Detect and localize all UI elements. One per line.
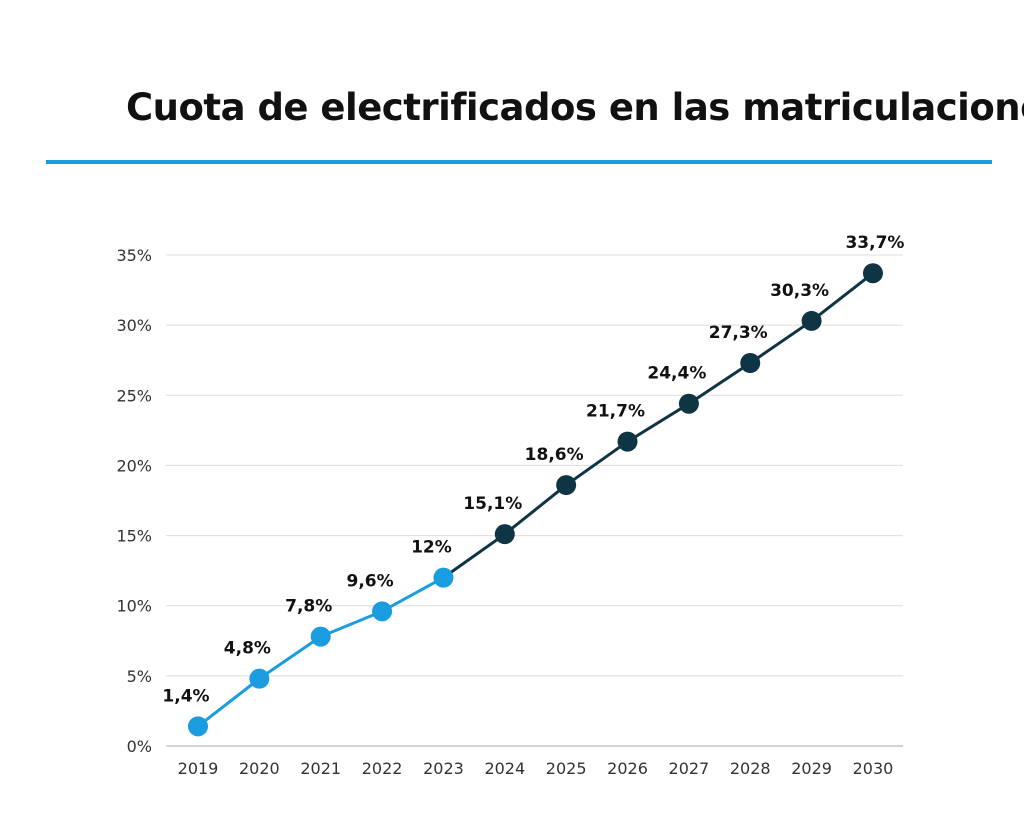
data-point bbox=[740, 353, 761, 374]
data-point bbox=[801, 310, 822, 331]
x-tick-label: 2028 bbox=[730, 759, 771, 778]
data-label: 15,1% bbox=[463, 494, 522, 514]
series-segment bbox=[503, 483, 568, 536]
data-point bbox=[494, 524, 515, 545]
data-point bbox=[188, 716, 208, 737]
data-label: 12% bbox=[411, 538, 452, 558]
y-tick-label: 15% bbox=[116, 527, 152, 546]
data-label: 7,8% bbox=[285, 597, 332, 617]
data-label: 9,6% bbox=[347, 571, 394, 591]
x-tick-label: 2023 bbox=[423, 759, 464, 778]
x-tick-label: 2026 bbox=[607, 759, 648, 778]
series-segment bbox=[749, 319, 813, 365]
series-segment bbox=[197, 677, 261, 728]
series-segment bbox=[320, 609, 383, 638]
data-label: 18,6% bbox=[525, 445, 584, 465]
title-divider bbox=[46, 160, 992, 164]
data-label: 4,8% bbox=[224, 639, 271, 659]
x-tick-label: 2021 bbox=[300, 759, 341, 778]
data-point bbox=[678, 393, 699, 414]
x-tick-label: 2029 bbox=[791, 759, 832, 778]
series-segment bbox=[258, 635, 322, 680]
data-label: 27,3% bbox=[709, 323, 768, 343]
x-tick-label: 2027 bbox=[669, 759, 710, 778]
data-point bbox=[617, 431, 638, 452]
chart-title: Cuota de electrificados en las matricula… bbox=[126, 86, 1024, 129]
series-segment bbox=[626, 402, 690, 443]
series-segment bbox=[565, 440, 629, 487]
data-point bbox=[433, 567, 454, 588]
y-tick-label: 30% bbox=[116, 316, 152, 335]
y-tick-label: 25% bbox=[116, 386, 152, 405]
series-segment bbox=[381, 576, 445, 613]
series-segment bbox=[810, 272, 874, 323]
data-point bbox=[862, 263, 883, 284]
y-tick-label: 20% bbox=[116, 456, 152, 475]
x-tick-label: 2024 bbox=[484, 759, 525, 778]
data-label: 33,7% bbox=[845, 233, 904, 253]
y-tick-label: 10% bbox=[116, 597, 152, 616]
data-label: 24,4% bbox=[647, 364, 706, 384]
data-label: 30,3% bbox=[770, 281, 829, 301]
x-tick-label: 2025 bbox=[546, 759, 587, 778]
data-point bbox=[556, 475, 577, 496]
x-tick-label: 2020 bbox=[239, 759, 280, 778]
series-segment bbox=[442, 532, 506, 579]
data-label: 1,4% bbox=[162, 686, 209, 706]
data-label: 21,7% bbox=[586, 402, 645, 422]
y-tick-label: 0% bbox=[127, 737, 152, 756]
x-tick-label: 2030 bbox=[853, 759, 894, 778]
x-tick-label: 2019 bbox=[178, 759, 219, 778]
data-point bbox=[372, 601, 393, 622]
data-point bbox=[249, 668, 270, 689]
x-tick-label: 2022 bbox=[362, 759, 403, 778]
series-segment bbox=[688, 361, 752, 405]
data-point bbox=[310, 626, 331, 647]
y-tick-label: 5% bbox=[127, 667, 152, 686]
y-tick-label: 35% bbox=[116, 246, 152, 265]
